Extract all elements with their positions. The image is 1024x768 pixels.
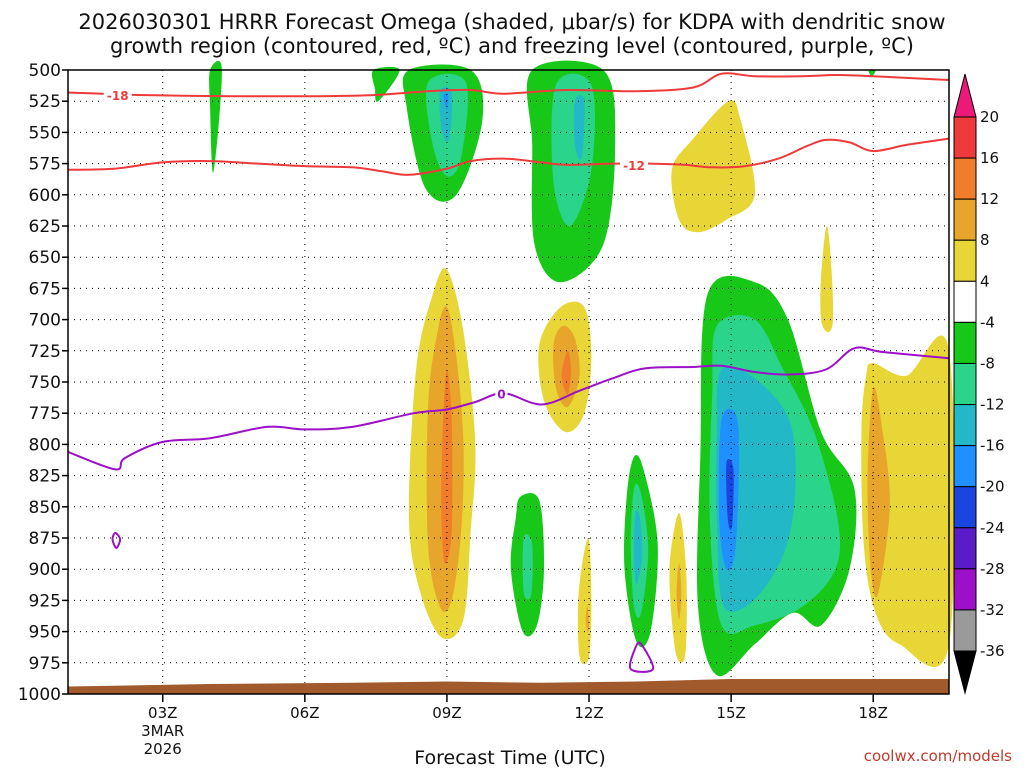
colorbar: 20 16 12 8 4 -4 -8 -12 -16 -20 -24 -28 -32 -36 <box>953 73 1005 695</box>
x-tick-label: 18Z <box>859 704 888 722</box>
freezing-level-isolated-13z <box>628 641 655 673</box>
colorbar-swatch <box>953 239 977 282</box>
colorbar-swatch <box>953 321 977 364</box>
colorbar-label: -4 <box>980 313 995 331</box>
colorbar-bottom-arrow <box>953 650 977 695</box>
y-tick-label: 600 <box>29 186 61 206</box>
y-tick-label: 625 <box>29 217 61 237</box>
credit-text: coolwx.com/models <box>864 747 1012 765</box>
colorbar-label: 8 <box>980 231 990 249</box>
y-tick-label: 550 <box>29 123 61 143</box>
x-tick-year: 2026 <box>144 740 182 758</box>
temperature-contours: -18 -12 0 <box>67 72 950 673</box>
y-tick-label: 525 <box>29 92 61 112</box>
x-tick-label: 15Z <box>716 704 745 722</box>
colorbar-label: -36 <box>980 642 1005 660</box>
x-tick-date: 3MAR <box>141 722 184 740</box>
upward-motion-11z <box>522 534 533 600</box>
sinking-motion-12z-low <box>577 538 592 665</box>
y-tick-label: 875 <box>29 529 61 549</box>
y-tick-label: 700 <box>29 311 61 331</box>
colorbar-label: -24 <box>980 519 1005 537</box>
chart-title-line1: 2026030301 HRRR Forecast Omega (shaded, … <box>78 10 945 34</box>
x-tick-label: 09Z <box>432 704 461 722</box>
x-axis-label: Forecast Time (UTC) <box>414 747 605 768</box>
colorbar-label: -20 <box>980 478 1005 496</box>
colorbar-swatch <box>953 404 977 447</box>
colorbar-label: 20 <box>980 108 999 126</box>
sinking-motion-14z-low <box>676 563 682 620</box>
sinking-motion-17z <box>820 225 834 333</box>
upward-motion-13z <box>633 510 643 585</box>
y-tick-label: 925 <box>29 591 61 611</box>
y-tick-label: 900 <box>29 560 61 580</box>
colorbar-swatch <box>953 527 977 570</box>
y-axis: 500 525 550 575 600 625 650 675 700 725 750 775 800 8… <box>18 61 68 705</box>
upward-motion-18z <box>868 69 876 77</box>
contour-label-bg <box>620 158 649 173</box>
colorbar-swatch <box>953 198 977 241</box>
y-tick-label: 950 <box>29 623 61 643</box>
y-tick-label: 500 <box>29 61 61 81</box>
sinking-motion-12z-low <box>585 606 589 632</box>
y-tick-label: 975 <box>29 654 61 674</box>
y-tick-label: 850 <box>29 498 61 518</box>
colorbar-swatch <box>953 486 977 529</box>
isotherm--18c <box>67 72 950 98</box>
y-tick-label: 750 <box>29 373 61 393</box>
colorbar-label: 4 <box>980 272 990 290</box>
colorbar-label: -28 <box>980 560 1005 578</box>
contour-label: -12 <box>623 159 645 173</box>
contour-label-bg <box>495 386 508 401</box>
colorbar-swatch <box>953 445 977 488</box>
colorbar-label: 12 <box>980 190 999 208</box>
upward-motion-col-07z <box>371 66 400 102</box>
upward-motion-15z <box>726 458 734 530</box>
colorbar-label: 16 <box>980 149 999 167</box>
contour-label: -18 <box>107 89 129 103</box>
sinking-motion-18z <box>861 335 955 668</box>
x-tick-label: 03Z <box>148 704 177 722</box>
isotherm--12c <box>67 137 950 176</box>
colorbar-top-arrow <box>953 73 977 118</box>
colorbar-swatch <box>953 116 977 159</box>
terrain-layer <box>68 679 949 694</box>
upward-motion-09z <box>439 87 453 142</box>
terrain-surface <box>68 679 949 694</box>
colorbar-label: -12 <box>980 396 1005 414</box>
contour-label: 0 <box>497 387 505 401</box>
y-tick-label: 650 <box>29 248 61 268</box>
y-tick-label: 775 <box>29 404 61 424</box>
colorbar-swatch <box>953 609 977 652</box>
colorbar-swatch <box>953 280 977 323</box>
x-tick-label: 06Z <box>290 704 319 722</box>
colorbar-label: -8 <box>980 354 995 372</box>
sinking-motion-15z-upper <box>671 100 756 233</box>
chart-title-line2: growth region (contoured, red, ºC) and f… <box>110 34 914 58</box>
colorbar-label: -32 <box>980 601 1005 619</box>
y-tick-label: 825 <box>29 467 61 487</box>
colorbar-swatch <box>953 568 977 611</box>
y-tick-label: 675 <box>29 279 61 299</box>
contour-label-bg <box>103 88 132 103</box>
upward-motion-col-04z <box>209 60 222 173</box>
upward-motion-12z <box>573 94 585 160</box>
gridlines <box>68 70 949 694</box>
x-tick-label: 12Z <box>574 704 603 722</box>
omega-shading <box>209 60 955 677</box>
y-tick-label: 1000 <box>18 685 61 705</box>
sinking-motion-12z <box>561 350 571 395</box>
y-tick-label: 800 <box>29 435 61 455</box>
freezing-level-isolated-03z <box>111 531 122 550</box>
freezing-level-0c <box>67 346 950 471</box>
colorbar-swatch <box>953 157 977 200</box>
colorbar-swatch <box>953 362 977 406</box>
colorbar-label: -16 <box>980 437 1005 455</box>
y-tick-label: 725 <box>29 342 61 362</box>
y-tick-label: 575 <box>29 155 61 175</box>
